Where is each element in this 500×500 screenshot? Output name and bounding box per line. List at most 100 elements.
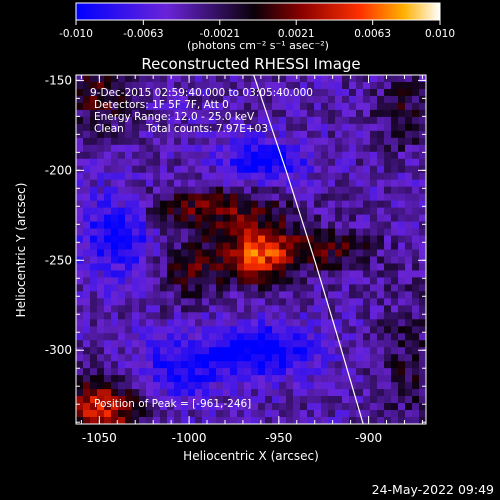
heatmap-pixel bbox=[90, 263, 98, 272]
heatmap-pixel bbox=[391, 228, 399, 237]
heatmap-pixel bbox=[265, 242, 273, 251]
heatmap-pixel bbox=[328, 396, 336, 404]
heatmap-pixel bbox=[104, 277, 112, 285]
heatmap-pixel bbox=[265, 123, 273, 132]
heatmap-pixel bbox=[146, 375, 154, 383]
heatmap-pixel bbox=[188, 137, 196, 146]
heatmap-pixel bbox=[363, 102, 371, 111]
heatmap-pixel bbox=[412, 193, 420, 202]
heatmap-pixel bbox=[202, 123, 210, 132]
heatmap-pixel bbox=[216, 263, 224, 272]
heatmap-pixel bbox=[97, 207, 105, 216]
heatmap-pixel bbox=[314, 389, 322, 397]
heatmap-pixel bbox=[83, 256, 91, 265]
heatmap-pixel bbox=[356, 417, 364, 424]
heatmap-pixel bbox=[244, 81, 252, 90]
heatmap-pixel bbox=[237, 130, 245, 139]
heatmap-pixel bbox=[405, 368, 413, 376]
heatmap-pixel bbox=[202, 263, 210, 272]
heatmap-pixel bbox=[314, 270, 322, 279]
heatmap-pixel bbox=[272, 410, 280, 418]
heatmap-pixel bbox=[300, 144, 308, 153]
heatmap-pixel bbox=[76, 242, 84, 251]
heatmap-pixel bbox=[132, 347, 140, 355]
heatmap-pixel bbox=[391, 382, 399, 390]
heatmap-pixel bbox=[118, 263, 126, 272]
heatmap-pixel bbox=[314, 249, 322, 258]
heatmap-pixel bbox=[251, 347, 259, 355]
heatmap-pixel bbox=[244, 354, 252, 362]
heatmap-pixel bbox=[335, 102, 343, 111]
heatmap-pixel bbox=[384, 95, 392, 104]
heatmap-pixel bbox=[272, 396, 280, 404]
heatmap-pixel bbox=[230, 284, 238, 292]
heatmap-pixel bbox=[384, 200, 392, 209]
heatmap-pixel bbox=[314, 172, 322, 181]
heatmap-pixel bbox=[384, 130, 392, 139]
heatmap-pixel bbox=[118, 144, 126, 153]
heatmap-pixel bbox=[384, 81, 392, 90]
heatmap-pixel bbox=[90, 284, 98, 292]
heatmap-pixel bbox=[111, 186, 119, 195]
heatmap-pixel bbox=[286, 277, 294, 285]
heatmap-pixel bbox=[146, 347, 154, 355]
heatmap-pixel bbox=[258, 417, 266, 424]
heatmap-pixel bbox=[195, 263, 203, 272]
heatmap-pixel bbox=[412, 375, 420, 383]
heatmap-pixel bbox=[167, 88, 175, 97]
heatmap-pixel bbox=[237, 403, 245, 411]
heatmap-pixel bbox=[125, 137, 133, 146]
heatmap-pixel bbox=[349, 305, 357, 313]
heatmap-pixel bbox=[265, 228, 273, 237]
heatmap-pixel bbox=[370, 228, 378, 237]
heatmap-pixel bbox=[167, 403, 175, 411]
x-axis-label: Heliocentric X (arcsec) bbox=[183, 449, 319, 463]
heatmap-pixel bbox=[342, 102, 350, 111]
heatmap-pixel bbox=[188, 354, 196, 362]
heatmap-pixel bbox=[216, 326, 224, 334]
heatmap-pixel bbox=[251, 410, 259, 418]
heatmap-pixel bbox=[419, 165, 426, 174]
heatmap-pixel bbox=[195, 368, 203, 376]
heatmap-pixel bbox=[132, 214, 140, 223]
heatmap-pixel bbox=[160, 186, 168, 195]
heatmap-pixel bbox=[300, 284, 308, 292]
heatmap-pixel bbox=[307, 249, 315, 258]
colorbar-ticks: -0.010 -0.0063 -0.0021 0.0021 0.0063 0.010 bbox=[59, 20, 455, 40]
heatmap-pixel bbox=[230, 88, 238, 97]
heatmap-pixel bbox=[370, 130, 378, 139]
heatmap-pixel bbox=[377, 242, 385, 251]
heatmap-pixel bbox=[405, 179, 413, 188]
heatmap-pixel bbox=[419, 151, 426, 160]
heatmap-pixel bbox=[293, 249, 301, 258]
heatmap-pixel bbox=[209, 326, 217, 334]
heatmap-pixel bbox=[97, 312, 105, 320]
heatmap-pixel bbox=[230, 354, 238, 362]
heatmap-pixel bbox=[370, 382, 378, 390]
heatmap-pixel bbox=[328, 214, 336, 223]
heatmap-pixel bbox=[349, 242, 357, 251]
heatmap-pixel bbox=[202, 305, 210, 313]
heatmap-pixel bbox=[314, 354, 322, 362]
heatmap-pixel bbox=[181, 116, 189, 125]
heatmap-pixel bbox=[363, 144, 371, 153]
heatmap-pixel bbox=[223, 291, 231, 299]
heatmap-pixel bbox=[265, 207, 273, 216]
heatmap-pixel bbox=[286, 214, 294, 223]
heatmap-pixel bbox=[83, 88, 91, 97]
heatmap-pixel bbox=[265, 389, 273, 397]
heatmap-pixel bbox=[237, 228, 245, 237]
heatmap-pixel bbox=[384, 193, 392, 202]
heatmap-pixel bbox=[174, 326, 182, 334]
heatmap-pixel bbox=[328, 130, 336, 139]
heatmap-pixel bbox=[342, 256, 350, 265]
heatmap-pixel bbox=[160, 270, 168, 279]
heatmap-pixel bbox=[244, 284, 252, 292]
heatmap-pixel bbox=[195, 109, 203, 118]
heatmap-pixel bbox=[342, 312, 350, 320]
heatmap-pixel bbox=[349, 75, 357, 83]
heatmap-pixel bbox=[335, 158, 343, 167]
heatmap-pixel bbox=[265, 200, 273, 209]
heatmap-pixel bbox=[328, 221, 336, 230]
heatmap-pixel bbox=[300, 116, 308, 125]
